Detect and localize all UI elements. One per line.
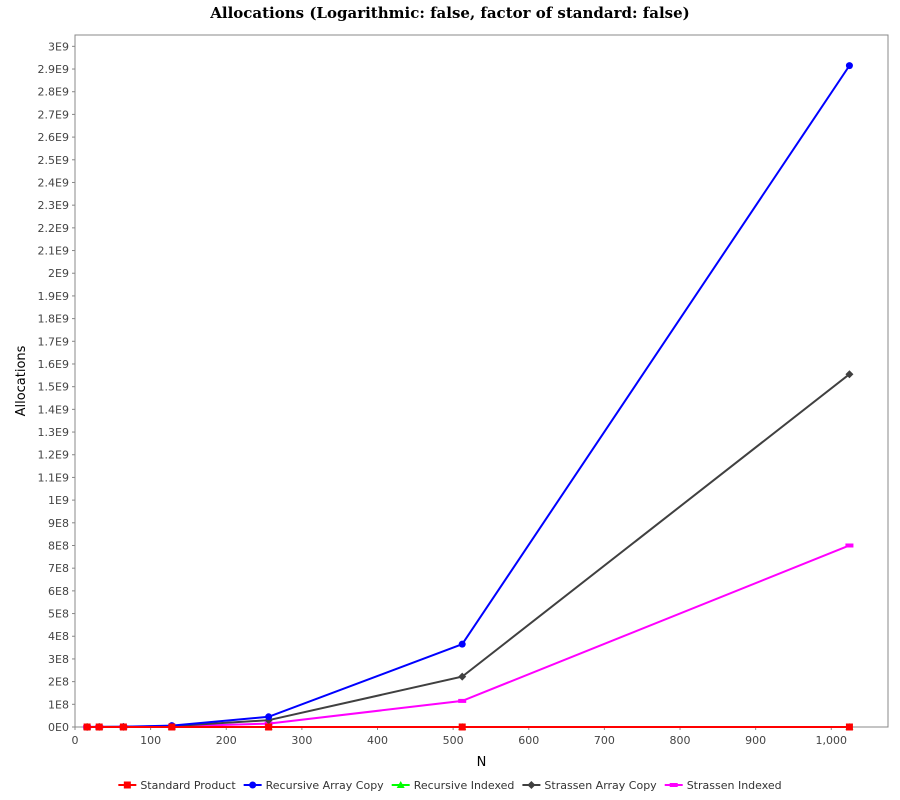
series-layer: [83, 62, 854, 731]
x-tick-label: 500: [443, 734, 464, 747]
x-axis: 0 100 200 300 400 500 600 700 800 900 1,000: [72, 726, 888, 747]
y-axis-title: Allocations: [14, 345, 29, 416]
data-point: [119, 723, 127, 731]
y-tick-label: 1E9: [48, 494, 69, 507]
y-tick-label: 1.7E9: [38, 335, 69, 348]
y-tick-label: 1.3E9: [38, 426, 69, 439]
y-tick-label: 2E8: [48, 676, 69, 689]
series-standard-product: [83, 723, 853, 731]
legend-item: Strassen Indexed: [664, 779, 782, 792]
data-point: [83, 723, 91, 731]
x-tick-label: 800: [670, 734, 691, 747]
y-axis: 0E0 1E8 2E8 3E8 4E8 5E8 6E8 7E8 8E8 9E8 1E9 1.1E9 1.…: [38, 35, 76, 734]
legend-label: Strassen Indexed: [687, 779, 782, 792]
data-point: [458, 672, 467, 681]
y-tick-label: 2.3E9: [38, 199, 69, 212]
legend-label: Recursive Indexed: [414, 779, 515, 792]
y-tick-label: 2.5E9: [38, 154, 69, 167]
x-axis-title: N: [477, 755, 487, 770]
legend-item: Recursive Indexed: [391, 779, 515, 792]
data-point: [845, 543, 854, 548]
x-tick-label: 100: [140, 734, 161, 747]
y-tick-label: 4E8: [48, 630, 69, 643]
y-tick-label: 5E8: [48, 608, 69, 621]
y-tick-label: 6E8: [48, 585, 69, 598]
legend-label: Standard Product: [140, 779, 236, 792]
y-tick-label: 9E8: [48, 517, 69, 530]
y-tick-label: 7E8: [48, 562, 69, 575]
legend-item: Standard Product: [118, 779, 236, 792]
x-tick-label: 1,000: [816, 734, 848, 747]
y-tick-label: 3E9: [48, 40, 69, 53]
x-tick-label: 600: [518, 734, 539, 747]
y-tick-label: 3E8: [48, 653, 69, 666]
data-point: [95, 723, 103, 731]
legend-swatch-marker: [669, 783, 678, 787]
legend-swatch-marker: [527, 781, 536, 789]
x-tick-label: 400: [367, 734, 388, 747]
y-tick-label: 2.7E9: [38, 108, 69, 121]
plot-frame: [74, 34, 889, 728]
legend-swatch-marker: [123, 781, 131, 789]
data-point: [845, 723, 853, 731]
data-point: [168, 723, 176, 731]
y-tick-label: 1.5E9: [38, 381, 69, 394]
y-tick-label: 2.8E9: [38, 86, 69, 99]
data-point: [265, 723, 273, 731]
y-tick-label: 1E8: [48, 698, 69, 711]
y-tick-label: 0E0: [48, 721, 69, 734]
data-point: [458, 640, 466, 648]
y-tick-label: 1.6E9: [38, 358, 69, 371]
x-tick-label: 700: [594, 734, 615, 747]
legend-label: Recursive Array Copy: [266, 779, 385, 792]
x-tick-label: 300: [291, 734, 312, 747]
legend-swatch-marker: [396, 781, 405, 788]
legend-swatch-marker: [249, 781, 257, 789]
legend-item: Strassen Array Copy: [522, 779, 657, 792]
y-tick-label: 1.2E9: [38, 449, 69, 462]
y-tick-label: 8E8: [48, 539, 69, 552]
y-tick-label: 2.2E9: [38, 222, 69, 235]
y-tick-label: 1.1E9: [38, 471, 69, 484]
data-point: [845, 62, 853, 70]
x-tick-label: 900: [745, 734, 766, 747]
y-tick-label: 1.4E9: [38, 403, 69, 416]
y-tick-label: 2.1E9: [38, 245, 69, 258]
chart-title: Allocations (Logarithmic: false, factor …: [210, 4, 690, 22]
legend-label: Strassen Array Copy: [544, 779, 657, 792]
legend-item: Recursive Array Copy: [243, 779, 385, 792]
x-tick-label: 200: [216, 734, 237, 747]
data-point: [265, 713, 273, 721]
y-tick-label: 2.6E9: [38, 131, 69, 144]
legend: Standard Product Recursive Array Copy Recu…: [118, 779, 782, 792]
y-tick-label: 1.8E9: [38, 313, 69, 326]
x-tick-label: 0: [72, 734, 79, 747]
y-tick-label: 2E9: [48, 267, 69, 280]
y-tick-label: 2.9E9: [38, 63, 69, 76]
y-tick-label: 2.4E9: [38, 176, 69, 189]
y-tick-label: 1.9E9: [38, 290, 69, 303]
data-point: [458, 698, 467, 703]
plot-area: [74, 34, 889, 728]
data-point: [845, 370, 854, 379]
data-point: [458, 723, 466, 731]
